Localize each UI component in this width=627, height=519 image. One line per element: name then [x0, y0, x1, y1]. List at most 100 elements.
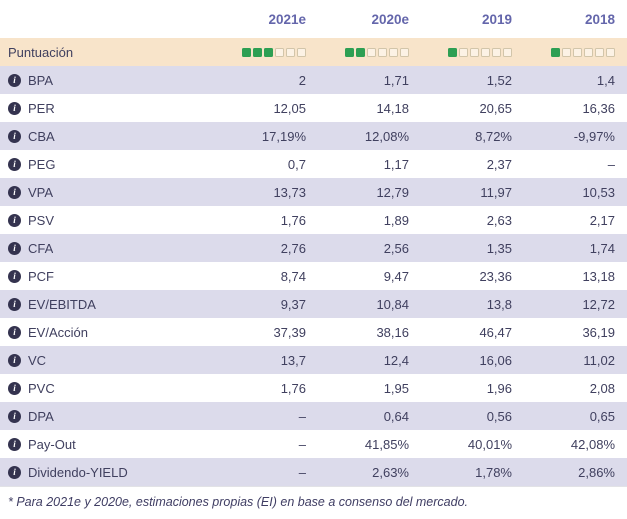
- metric-value: 46,47: [479, 324, 512, 340]
- score-square-filled: [356, 47, 365, 57]
- metric-value: 12,08%: [364, 128, 409, 144]
- metric-value: 0,7: [287, 156, 306, 172]
- metric-value: 1,96: [486, 380, 512, 396]
- score-square-empty: [470, 47, 479, 57]
- metric-label-cell: i PEG: [8, 157, 203, 172]
- metric-value: 10,53: [582, 184, 615, 200]
- metric-value: 1,78%: [475, 464, 512, 480]
- metric-label-cell: i BPA: [8, 73, 203, 88]
- score-square-empty: [584, 47, 593, 57]
- metric-value: 41,85%: [364, 436, 409, 452]
- metric-label: PER: [28, 100, 55, 116]
- metric-value: –: [298, 436, 306, 452]
- score-square-empty: [286, 47, 295, 57]
- metric-label: VC: [28, 352, 47, 368]
- score-row: Puntuación: [0, 38, 627, 66]
- info-icon[interactable]: i: [8, 269, 21, 283]
- table-row: i PSV 1,76 1,89 2,63 2,17: [0, 206, 627, 234]
- metric-value: 23,36: [479, 268, 512, 284]
- info-icon[interactable]: i: [8, 129, 21, 143]
- info-icon[interactable]: i: [8, 241, 21, 255]
- score-row-label: Puntuación: [8, 44, 74, 60]
- metric-label-cell: i EV/Acción: [8, 325, 203, 340]
- score-square-empty: [606, 47, 615, 57]
- metric-value: 2,76: [280, 240, 306, 256]
- metric-label-cell: i PCF: [8, 269, 203, 284]
- metric-value: 20,65: [479, 100, 512, 116]
- column-header-2020e: 2020e: [371, 11, 409, 27]
- metric-label: PCF: [28, 268, 54, 284]
- score-square-empty: [573, 47, 582, 57]
- info-icon[interactable]: i: [8, 465, 21, 479]
- table-row: i PVC 1,76 1,95 1,96 2,08: [0, 374, 627, 402]
- metric-value: 13,8: [486, 296, 512, 312]
- metric-value: 1,71: [383, 72, 409, 88]
- table-row: i Pay-Out – 41,85% 40,01% 42,08%: [0, 430, 627, 458]
- metric-value: 12,4: [383, 352, 409, 368]
- table-row: i EV/EBITDA 9,37 10,84 13,8 12,72: [0, 290, 627, 318]
- info-icon[interactable]: i: [8, 297, 21, 311]
- metric-value: –: [607, 156, 615, 172]
- metric-value: 11,97: [480, 184, 512, 200]
- metric-value: 42,08%: [570, 436, 615, 452]
- metric-value: 8,72%: [475, 128, 512, 144]
- table-row: i PER 12,05 14,18 20,65 16,36: [0, 94, 627, 122]
- metric-value: 2,63%: [372, 464, 409, 480]
- metric-label: DPA: [28, 408, 54, 424]
- info-icon[interactable]: i: [8, 185, 21, 199]
- table-row: i EV/Acción 37,39 38,16 46,47 36,19: [0, 318, 627, 346]
- metric-value: 13,18: [582, 268, 615, 284]
- score-square-empty: [459, 47, 468, 57]
- metric-label-cell: i DPA: [8, 409, 203, 424]
- info-icon[interactable]: i: [8, 353, 21, 367]
- metric-label-cell: i EV/EBITDA: [8, 297, 203, 312]
- score-square-empty: [400, 47, 409, 57]
- info-icon[interactable]: i: [8, 73, 21, 87]
- score-square-filled: [345, 47, 354, 57]
- info-icon[interactable]: i: [8, 409, 21, 423]
- metric-label: EV/Acción: [28, 324, 88, 340]
- score-square-empty: [367, 47, 376, 57]
- table-row: i VC 13,7 12,4 16,06 11,02: [0, 346, 627, 374]
- metric-value: 13,73: [273, 184, 306, 200]
- metric-value: 11,02: [583, 352, 615, 368]
- metric-label: Pay-Out: [28, 436, 76, 452]
- metric-label: BPA: [28, 72, 54, 88]
- metric-value: 2,37: [486, 156, 512, 172]
- metric-value: 1,76: [280, 212, 306, 228]
- info-icon[interactable]: i: [8, 325, 21, 339]
- footnote: * Para 2021e y 2020e, estimaciones propi…: [0, 486, 627, 509]
- info-icon[interactable]: i: [8, 381, 21, 395]
- metric-label-cell: i PVC: [8, 381, 203, 396]
- metric-value: 1,17: [383, 156, 409, 172]
- metric-label: EV/EBITDA: [28, 296, 96, 312]
- metric-value: 16,36: [582, 100, 615, 116]
- info-icon[interactable]: i: [8, 157, 21, 171]
- table-header-row: 2021e 2020e 2019 2018: [0, 0, 627, 38]
- metric-value: 8,74: [280, 268, 306, 284]
- table-row: i DPA – 0,64 0,56 0,65: [0, 402, 627, 430]
- score-square-empty: [562, 47, 571, 57]
- metric-label-cell: i CFA: [8, 241, 203, 256]
- table-row: i VPA 13,73 12,79 11,97 10,53: [0, 178, 627, 206]
- table-body: i BPA 2 1,71 1,52 1,4 i PER 12,05 14,18 20,65 16,36…: [0, 66, 627, 486]
- column-header-2021e: 2021e: [268, 11, 306, 27]
- metric-label-cell: i PER: [8, 101, 203, 116]
- metric-value: 2,08: [589, 380, 615, 396]
- metric-label-cell: i CBA: [8, 129, 203, 144]
- metric-value: 0,56: [486, 408, 512, 424]
- metric-value: 1,76: [280, 380, 306, 396]
- info-icon[interactable]: i: [8, 213, 21, 227]
- metric-value: 1,52: [486, 72, 512, 88]
- info-icon[interactable]: i: [8, 101, 21, 115]
- score-cell: [409, 47, 512, 57]
- metric-value: 10,84: [376, 296, 409, 312]
- metric-value: –: [298, 408, 306, 424]
- metric-value: 0,64: [383, 408, 409, 424]
- metric-value: 40,01%: [467, 436, 512, 452]
- info-icon[interactable]: i: [8, 437, 21, 451]
- score-square-filled: [242, 47, 251, 57]
- score-square-empty: [492, 47, 501, 57]
- metric-label: PSV: [28, 212, 55, 228]
